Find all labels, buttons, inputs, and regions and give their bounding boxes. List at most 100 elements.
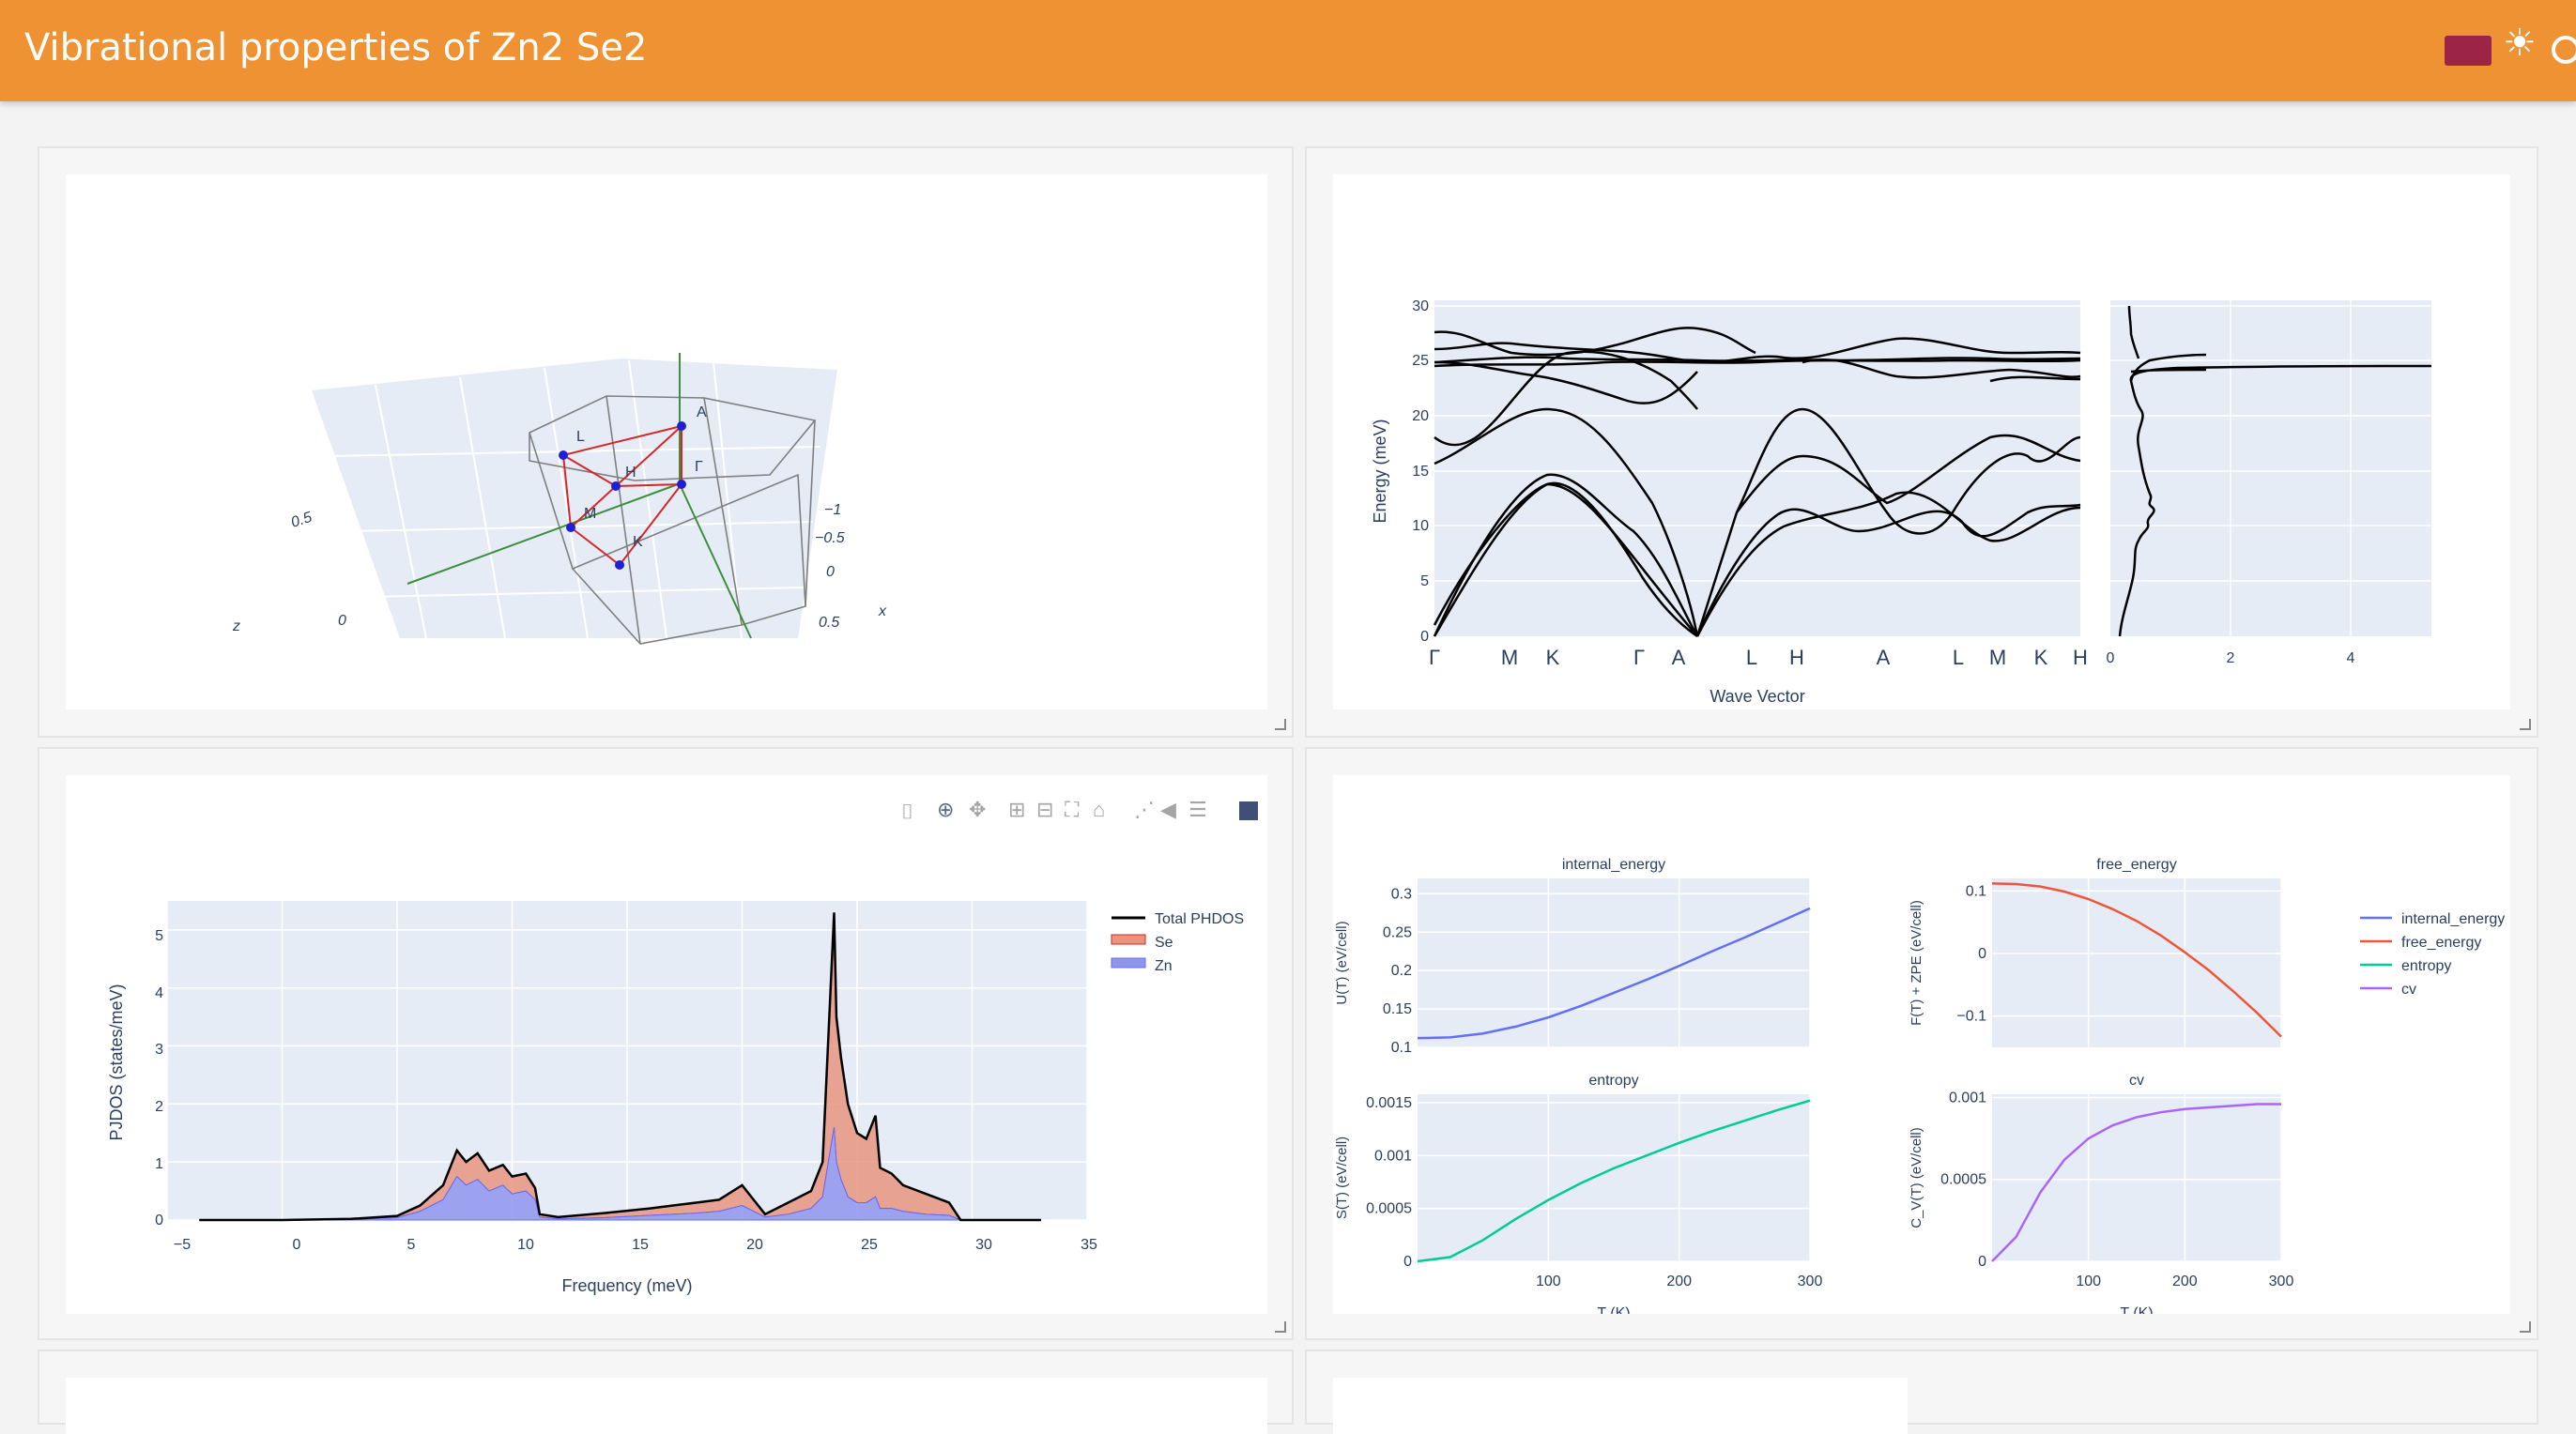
x-tick: 0 [826, 564, 835, 580]
hover-compare-icon[interactable]: ☰ [1188, 798, 1207, 821]
thermo-xtick: 200 [2172, 1274, 2198, 1289]
subplot-background [1418, 1094, 1810, 1261]
thermo-ytick: 0.001 [1949, 1090, 1986, 1106]
resize-handle[interactable] [2520, 1321, 2531, 1333]
total-phdos-line [199, 912, 1041, 1222]
kpoint-label: Γ [1429, 646, 1440, 669]
kpoint-label: A [1672, 646, 1686, 669]
bz-label-k: K [633, 534, 643, 550]
subplot-ylabel: S(T) (eV/cell) [1334, 1137, 1350, 1219]
pjdos-xtick: 30 [975, 1237, 992, 1253]
sun-icon[interactable]: ☀ [2503, 23, 2537, 64]
z-tick: 0.5 [289, 510, 314, 531]
band-structure-card: 0 5 10 15 20 25 30 Γ M K Γ A L H A L M K… [1305, 146, 2538, 738]
legend-label: internal_energy [2401, 911, 2505, 927]
plotly-logo-icon[interactable] [1239, 801, 1258, 820]
subplot-title: free_energy [2096, 857, 2176, 873]
entropy-line [1417, 1099, 1811, 1263]
legend-zn-label: Zn [1155, 958, 1173, 974]
pan-icon[interactable]: ✥ [969, 798, 987, 821]
dos-xtick: 0 [2107, 650, 2115, 666]
home-icon[interactable]: ⌂ [1093, 798, 1106, 821]
bz-label-m: M [584, 506, 596, 522]
pjdos-xtick: 10 [517, 1237, 534, 1253]
brillouin-zone-plot[interactable]: A L H Γ M K 0.5 0 z −1 −0.5 0 0.5 x [66, 175, 1267, 709]
x-tick: −0.5 [815, 530, 845, 546]
bottom-right-card [1305, 1350, 2538, 1434]
thermo-ytick: 0.15 [1383, 1001, 1412, 1017]
zoom-out-icon[interactable]: ⊟ [1036, 798, 1054, 821]
camera-icon[interactable]: ⌷ [901, 800, 914, 823]
thermo-ytick: 0.1 [1966, 883, 1986, 899]
thermo-ytick: 0 [1978, 1254, 1986, 1270]
bz-label-gamma: Γ [695, 459, 703, 475]
kpoint-label: A [1877, 646, 1891, 669]
pjdos-ytick: 4 [155, 985, 163, 1001]
thermo-ytick: 0.001 [1374, 1148, 1412, 1164]
band-ytick: 20 [1412, 408, 1429, 424]
internal-energy-line [1417, 907, 1811, 1040]
thermo-xtick: 300 [2269, 1274, 2294, 1289]
thermo-plot[interactable]: 0.1 0.15 0.2 0.25 0.3 internal_energy U(T) (eV… [1333, 775, 2510, 1321]
thermo-ytick: 0.0005 [1366, 1201, 1412, 1217]
subplot-background [1418, 878, 1810, 1047]
thermo-xtick: 100 [1536, 1274, 1561, 1289]
resize-handle[interactable] [1275, 1321, 1286, 1333]
spike-icon[interactable]: ⋰ [1134, 798, 1155, 821]
x-tick: 0.5 [819, 615, 839, 631]
kpoint-label: L [1746, 646, 1757, 669]
thermo-xtick: 100 [2076, 1274, 2101, 1289]
thermo-ytick: 0.0005 [1940, 1172, 1986, 1188]
cv-line [1991, 1103, 2281, 1262]
resize-handle[interactable] [1275, 719, 1286, 730]
thermo-ytick: 0.25 [1383, 924, 1412, 940]
legend-label: entropy [2401, 958, 2451, 974]
legend-label: cv [2401, 982, 2416, 998]
free-energy-line [1991, 882, 2282, 1038]
legend-label: free_energy [2401, 935, 2481, 951]
kpoint-label: Γ [1633, 646, 1645, 669]
z-tick: 0 [338, 613, 346, 629]
pjdos-ytick: 5 [155, 928, 163, 944]
pjdos-xtick: 20 [746, 1237, 763, 1253]
legend-swatch-se [1111, 934, 1146, 945]
band-ytick: 30 [1412, 298, 1429, 314]
pjdos-legend[interactable]: Total PHDOS Se Zn [1111, 911, 1244, 974]
pjdos-ytick: 0 [155, 1213, 163, 1228]
pjdos-ytick: 3 [155, 1042, 163, 1058]
zoom-icon[interactable]: ⊕ [937, 798, 955, 821]
thermo-ytick: 0.2 [1391, 963, 1412, 979]
thermo-card: 0.1 0.15 0.2 0.25 0.3 internal_energy U(T) (eV… [1305, 747, 2538, 1340]
pjdos-xtick: 25 [861, 1237, 878, 1253]
theme-color-swatch[interactable] [2445, 36, 2492, 66]
pjdos-card: ⌷ ⊕ ✥ ⊞ ⊟ ⛶ ⌂ ⋰ ◀ ☰ −5 0 5 10 15 20 25 3… [38, 747, 1294, 1340]
pjdos-xtick: 5 [407, 1237, 416, 1253]
hover-closest-icon[interactable]: ◀ [1160, 798, 1176, 821]
band-structure-plot[interactable]: 0 5 10 15 20 25 30 Γ M K Γ A L H A L M K… [1333, 175, 2510, 709]
kpoint-label: M [1989, 646, 2006, 669]
thermo-ytick: −0.1 [1956, 1009, 1986, 1025]
band-y-title: Energy (meV) [1371, 419, 1389, 523]
legend-total-label: Total PHDOS [1155, 911, 1244, 927]
circle-icon[interactable] [2552, 36, 2576, 64]
kpoint-label: K [2034, 646, 2048, 669]
pjdos-ytick: 1 [155, 1156, 163, 1172]
subplot-xlabel: T (K) [2120, 1305, 2153, 1314]
x-axis-title: x [878, 603, 887, 619]
legend-se-label: Se [1155, 935, 1173, 951]
pjdos-plot[interactable]: ⌷ ⊕ ✥ ⊞ ⊟ ⛶ ⌂ ⋰ ◀ ☰ −5 0 5 10 15 20 25 3… [66, 775, 1267, 1314]
band-ytick: 25 [1412, 353, 1429, 369]
kpoint-label: K [1546, 646, 1560, 669]
subplot-background [1992, 1094, 2281, 1261]
bz-label-a: A [697, 404, 707, 420]
thermo-legend[interactable]: internal_energy free_energy entropy cv [2360, 911, 2505, 998]
kpoint-label: L [1953, 646, 1964, 669]
subplot-title: entropy [1588, 1073, 1638, 1089]
thermo-ytick: 0 [1403, 1254, 1412, 1270]
pjdos-y-title: PJDOS (states/meV) [107, 984, 126, 1140]
zoom-in-icon[interactable]: ⊞ [1008, 798, 1026, 821]
autoscale-icon[interactable]: ⛶ [1065, 798, 1080, 821]
resize-handle[interactable] [2520, 719, 2531, 730]
subplot-ylabel: U(T) (eV/cell) [1334, 921, 1350, 1004]
pjdos-x-title: Frequency (meV) [561, 1276, 692, 1295]
